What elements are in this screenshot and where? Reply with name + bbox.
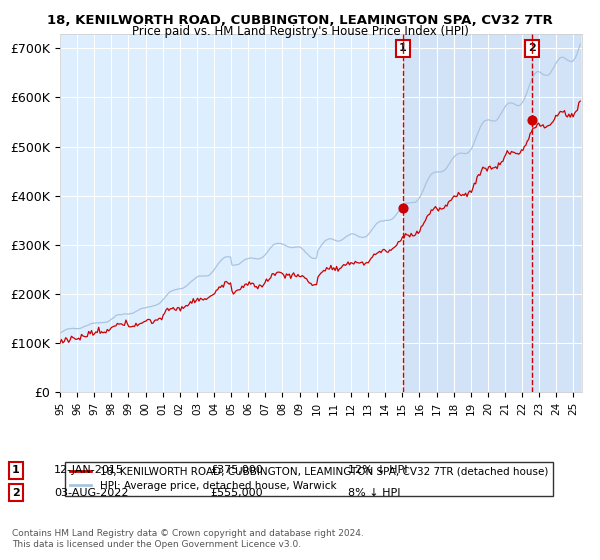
Text: 2: 2: [528, 43, 536, 53]
Legend: 18, KENILWORTH ROAD, CUBBINGTON, LEAMINGTON SPA, CV32 7TR (detached house), HPI:: 18, KENILWORTH ROAD, CUBBINGTON, LEAMING…: [65, 462, 553, 496]
Text: 18, KENILWORTH ROAD, CUBBINGTON, LEAMINGTON SPA, CV32 7TR: 18, KENILWORTH ROAD, CUBBINGTON, LEAMING…: [47, 14, 553, 27]
Point: [527, 115, 537, 124]
Text: 12-JAN-2015: 12-JAN-2015: [54, 465, 124, 475]
Text: £555,000: £555,000: [210, 488, 263, 498]
Text: Contains HM Land Registry data © Crown copyright and database right 2024.
This d: Contains HM Land Registry data © Crown c…: [12, 529, 364, 549]
Text: £375,000: £375,000: [210, 465, 263, 475]
Text: 8% ↓ HPI: 8% ↓ HPI: [348, 488, 401, 498]
Text: 1: 1: [399, 43, 407, 53]
Text: 12% ↓ HPI: 12% ↓ HPI: [348, 465, 407, 475]
Text: 2: 2: [12, 488, 20, 498]
Text: Price paid vs. HM Land Registry's House Price Index (HPI): Price paid vs. HM Land Registry's House …: [131, 25, 469, 38]
Text: 03-AUG-2022: 03-AUG-2022: [54, 488, 128, 498]
Text: 1: 1: [12, 465, 20, 475]
Point: [398, 203, 408, 212]
